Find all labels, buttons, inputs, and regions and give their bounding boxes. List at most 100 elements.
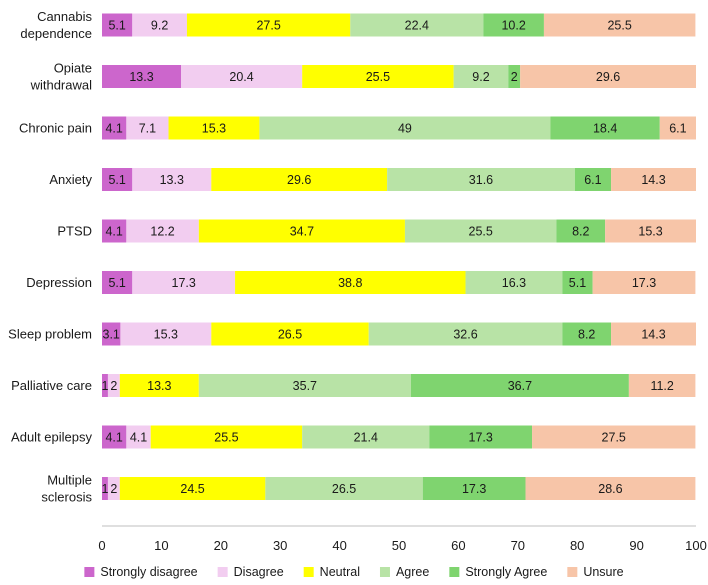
data-label: 38.8 [338, 276, 362, 290]
legend-item-disagree: Disagree [217, 565, 284, 579]
data-label: 6.1 [584, 173, 601, 187]
legend-item-unsure: Unsure [567, 565, 624, 579]
bar-segment-strongly-disagree [102, 116, 127, 140]
category-label: Palliative care [11, 378, 92, 393]
x-tick-label: 20 [214, 538, 228, 553]
bar-segment-agree [453, 65, 509, 88]
x-tick-label: 10 [154, 538, 168, 553]
bar-segment-strongly-disagree [102, 168, 133, 191]
bar-segment-neutral [119, 477, 266, 500]
bar-row: 4.1 4.1 25.5 21.4 17.3 27.5 [102, 425, 696, 449]
bar-segment-unsure [611, 168, 696, 191]
legend-swatch [379, 567, 390, 577]
bar-segment-unsure [525, 477, 696, 500]
bar-segment-strongly-disagree [102, 13, 133, 37]
data-label: 49 [398, 122, 412, 136]
bar-segment-agree [302, 425, 430, 449]
x-tick-label: 100 [685, 538, 707, 553]
data-label: 6.1 [669, 122, 686, 136]
data-label: 5.1 [108, 276, 125, 290]
x-tick-label: 0 [98, 538, 105, 553]
legend-label: Strongly disagree [100, 565, 197, 579]
data-label: 9.2 [472, 70, 489, 84]
data-label: 13.3 [160, 173, 184, 187]
bar-segment-strongly-disagree [102, 322, 121, 346]
category-label: Multiple sclerosis [41, 473, 92, 505]
bar-segment-strongly-agree [556, 219, 606, 243]
category-label: Sleep problem [8, 327, 92, 342]
legend-label: Unsure [583, 565, 623, 579]
data-label: 9.2 [151, 19, 168, 33]
legend-label: Strongly Agree [465, 565, 547, 579]
x-tick-label: 90 [629, 538, 643, 553]
data-label: 26.5 [332, 482, 356, 496]
category-label: Opiate withdrawal [30, 61, 93, 93]
category-label: Chronic pain [19, 121, 92, 136]
bar-segment-unsure [520, 65, 696, 88]
data-label: 29.6 [596, 70, 620, 84]
bar-row: 4.1 12.2 34.7 25.5 8.2 15.3 [102, 219, 696, 243]
legend-label: Disagree [234, 565, 284, 579]
data-label: 17.3 [462, 482, 486, 496]
bar-segment-disagree [132, 168, 212, 191]
data-label: 27.5 [256, 19, 280, 33]
data-label: 25.5 [469, 225, 493, 239]
data-label: 31.6 [469, 173, 493, 187]
data-label: 17.3 [469, 431, 493, 445]
bar-segment-disagree [126, 425, 151, 449]
bar-segment-unsure [592, 271, 696, 294]
bar-segment-neutral [168, 116, 260, 140]
data-label: 5.1 [108, 19, 125, 33]
legend-swatch [84, 567, 95, 577]
bar-segment-strongly-agree [550, 116, 660, 140]
data-label: 4.1 [130, 431, 147, 445]
bar-segment-agree [259, 116, 551, 140]
bar-segment-disagree [107, 477, 120, 500]
bar-segment-unsure [605, 219, 696, 243]
data-label: 4.1 [105, 225, 122, 239]
bar-segment-unsure [543, 13, 696, 37]
bar-row: 5.1 13.3 29.6 31.6 6.1 14.3 [102, 168, 696, 191]
data-label: 2 [110, 379, 117, 393]
data-label: 7.1 [139, 122, 156, 136]
legend-swatch [303, 567, 314, 577]
data-label: 10.2 [501, 19, 525, 33]
data-label: 12.2 [150, 225, 174, 239]
data-label: 21.4 [354, 431, 378, 445]
category-label: PTSD [57, 224, 92, 239]
data-label: 5.1 [569, 276, 586, 290]
bar-segment-disagree [126, 116, 169, 140]
data-label: 4.1 [105, 122, 122, 136]
data-label: 25.5 [214, 431, 238, 445]
bar-segment-strongly-agree [429, 425, 533, 449]
bar-segment-agree [387, 168, 575, 191]
bar-segment-disagree [132, 271, 236, 294]
category-label: Anxiety [49, 172, 92, 187]
category-labels: Cannabis dependence Opiate withdrawal Chroni… [8, 9, 92, 505]
legend-swatch [567, 567, 578, 577]
bar-segment-neutral [302, 65, 454, 88]
data-label: 4.1 [105, 431, 122, 445]
data-label: 1 [101, 379, 108, 393]
data-label: 2 [511, 70, 518, 84]
bar-row: 1 2 13.3 35.7 36.7 11.2 [101, 374, 696, 397]
x-axis: 0 10 20 30 40 50 60 70 80 90 100 [98, 525, 707, 553]
data-label: 14.3 [641, 328, 665, 342]
data-label: 22.4 [405, 19, 429, 33]
bar-segment-strongly-agree [574, 168, 612, 191]
bar-segment-strongly-disagree [102, 65, 182, 88]
bar-segment-unsure [532, 425, 696, 449]
bar-segment-neutral [198, 219, 405, 243]
bar-row: 4.1 7.1 15.3 49 18.4 6.1 [102, 116, 696, 140]
x-tick-label: 60 [451, 538, 465, 553]
data-label: 27.5 [602, 431, 626, 445]
bar-segment-disagree [107, 374, 120, 397]
data-label: 15.3 [154, 328, 178, 342]
legend-swatch [449, 567, 460, 577]
bar-segment-neutral [235, 271, 466, 294]
data-label: 11.2 [650, 379, 673, 393]
bar-segment-unsure [628, 374, 696, 397]
data-label: 13.3 [147, 379, 171, 393]
legend-label: Neutral [320, 565, 360, 579]
legend-swatch [217, 567, 228, 577]
